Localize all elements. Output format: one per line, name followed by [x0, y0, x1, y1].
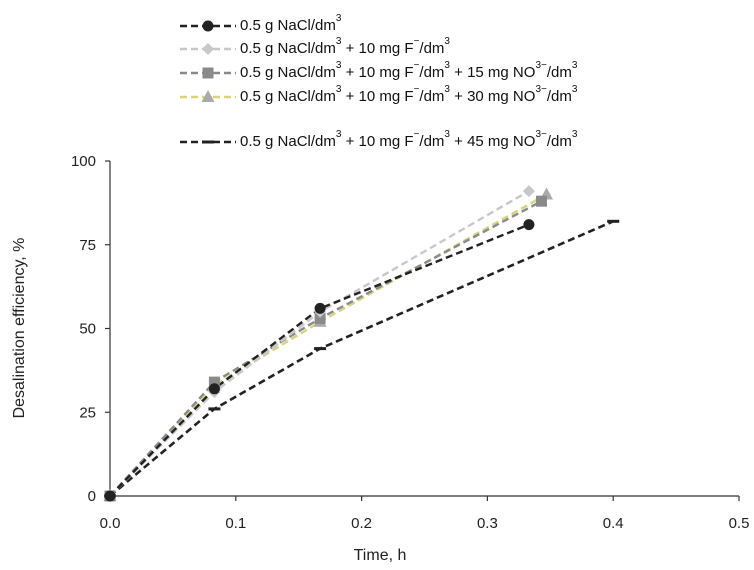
legend-marker [202, 43, 214, 55]
x-axis-title: Time, h [354, 547, 407, 564]
data-point-s1 [104, 490, 116, 502]
legend-item-s2: 0.5 g NaCl/dm3 + 10 mg F−/dm3 [180, 36, 450, 57]
legend-label: 0.5 g NaCl/dm3 + 10 mg F−/dm3 + 45 mg NO… [240, 129, 578, 150]
legend-superscript: 3 [572, 129, 578, 140]
legend-superscript: 3 [444, 36, 450, 47]
series-line-s1 [109, 223, 530, 497]
y-tick-label: 50 [79, 321, 96, 338]
legend-label: 0.5 g NaCl/dm3 + 10 mg F−/dm3 [240, 36, 450, 57]
data-point-s3 [208, 376, 220, 388]
legend-text-part: 0.5 g NaCl/dm [240, 88, 336, 105]
legend-superscript: 3− [535, 129, 547, 140]
y-tick-label: 75 [79, 237, 96, 254]
x-tick-label: 0.4 [603, 515, 624, 532]
series-line-s4 [109, 193, 548, 497]
data-point-s2 [522, 185, 535, 198]
x-tick-label: 0.2 [351, 515, 372, 532]
legend-superscript: 3 [444, 84, 450, 95]
series-line-s2 [109, 190, 530, 497]
legend-text-part: /dm [419, 40, 444, 57]
y-tick-label: 25 [79, 404, 96, 421]
legend-superscript: − [414, 129, 420, 140]
legend-text-part: 0.5 g NaCl/dm [240, 64, 336, 81]
ticks: 0.0 0.1 0.2 0.3 0.4 0.5 0 25 50 75 100 [71, 153, 749, 532]
legend-text-part: /dm [547, 64, 572, 81]
legend-text-part: + 15 mg NO [450, 64, 535, 81]
legend-superscript: 3− [535, 84, 547, 95]
legend-superscript: 3 [572, 60, 578, 71]
legend-superscript: 3 [336, 60, 342, 71]
legend-text-part: + 30 mg NO [450, 88, 535, 105]
legend-text-part: 0.5 g NaCl/dm [240, 17, 336, 34]
legend-superscript: 3 [336, 13, 342, 24]
legend-item-s4: 0.5 g NaCl/dm3 + 10 mg F−/dm3 + 30 mg NO… [180, 84, 578, 105]
legend-superscript: 3 [444, 129, 450, 140]
data-point-s1 [208, 383, 220, 395]
legend-text-part: 0.5 g NaCl/dm [240, 40, 336, 57]
y-axis-title: Desalination efficiency, % [11, 238, 28, 419]
legend-label: 0.5 g NaCl/dm3 [240, 13, 342, 34]
legend-text-part: + 10 mg F [341, 64, 413, 81]
series-line-s3 [109, 200, 543, 497]
legend-item-s1: 0.5 g NaCl/dm3 [180, 13, 342, 34]
legend-text-part: /dm [419, 64, 444, 81]
legend-text-part: /dm [547, 133, 572, 150]
y-tick-label: 100 [71, 153, 96, 170]
legend-superscript: − [414, 84, 420, 95]
legend-marker [202, 67, 214, 79]
x-tick-label: 0.5 [729, 515, 750, 532]
legend-text-part: + 10 mg F [341, 88, 413, 105]
legend-superscript: 3 [336, 129, 342, 140]
legend-text-part: /dm [419, 133, 444, 150]
series-line-s5 [109, 220, 614, 497]
series-markers [103, 185, 620, 502]
series-lines [109, 190, 614, 497]
legend-superscript: 3 [336, 36, 342, 47]
legend-marker [201, 90, 215, 102]
legend-marker [202, 20, 214, 32]
legend-label: 0.5 g NaCl/dm3 + 10 mg F−/dm3 + 15 mg NO… [240, 60, 578, 81]
data-point-s3 [314, 312, 326, 324]
legend-superscript: 3 [336, 84, 342, 95]
legend-text-part: + 10 mg F [341, 40, 413, 57]
legend-text-part: + 10 mg F [341, 133, 413, 150]
legend-text-part: /dm [547, 88, 572, 105]
legend-label: 0.5 g NaCl/dm3 + 10 mg F−/dm3 + 30 mg NO… [240, 84, 578, 105]
x-tick-label: 0.3 [477, 515, 498, 532]
legend-text-part: + 45 mg NO [450, 133, 535, 150]
data-point-s1 [314, 302, 326, 314]
legend-text-part: /dm [419, 88, 444, 105]
legend-superscript: 3 [444, 60, 450, 71]
data-point-s3 [535, 195, 547, 207]
y-tick-label: 0 [88, 488, 96, 505]
legend-superscript: 3 [572, 84, 578, 95]
legend-superscript: 3− [535, 60, 547, 71]
legend-superscript: − [414, 60, 420, 71]
legend-item-s3: 0.5 g NaCl/dm3 + 10 mg F−/dm3 + 15 mg NO… [180, 60, 578, 81]
data-point-s1 [523, 219, 535, 231]
legend-superscript: − [414, 36, 420, 47]
legend-text-part: 0.5 g NaCl/dm [240, 133, 336, 150]
legend-item-s5: 0.5 g NaCl/dm3 + 10 mg F−/dm3 + 45 mg NO… [180, 129, 578, 150]
x-tick-label: 0.0 [100, 515, 121, 532]
x-tick-label: 0.1 [225, 515, 246, 532]
